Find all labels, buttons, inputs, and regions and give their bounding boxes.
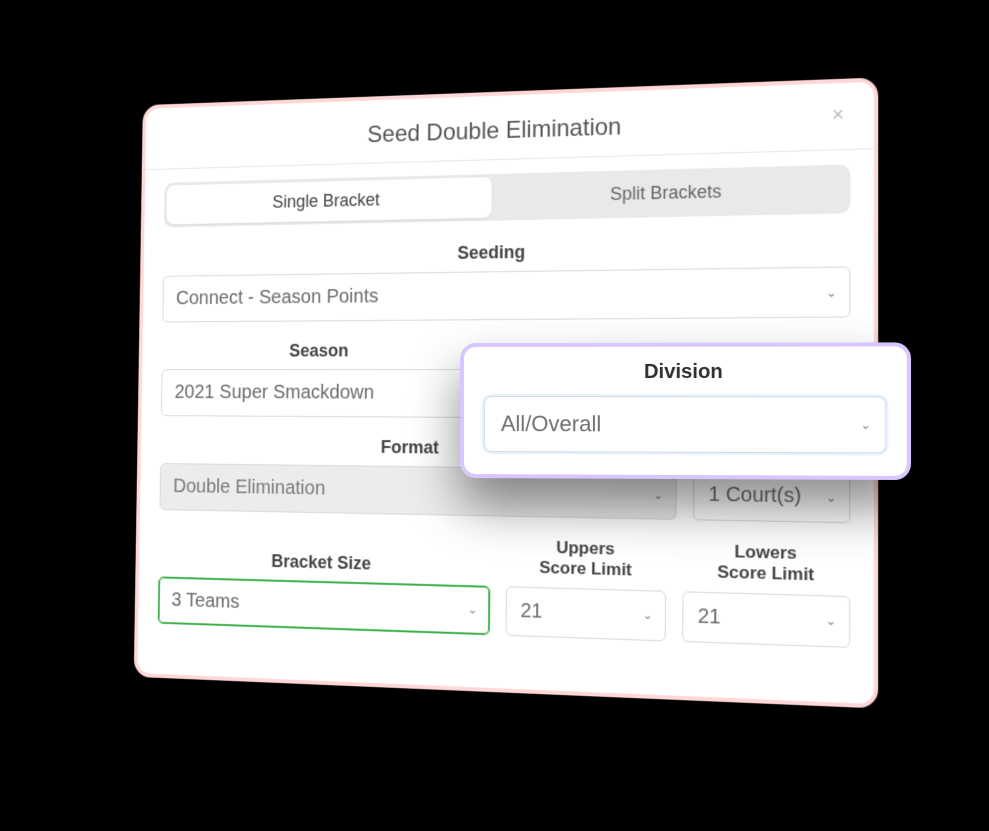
lowers-score-select[interactable]: 21 ⌄	[682, 591, 850, 648]
chevron-down-icon: ⌄	[826, 614, 837, 629]
uppers-score-label: Uppers Score Limit	[506, 537, 666, 583]
courts-value: 1 Court(s)	[708, 483, 801, 507]
uppers-score-value: 21	[520, 600, 542, 623]
modal-title: Seed Double Elimination	[165, 105, 851, 155]
chevron-down-icon: ⌄	[653, 487, 663, 502]
chevron-down-icon: ⌄	[826, 490, 837, 505]
chevron-down-icon: ⌄	[642, 608, 652, 623]
division-popout: Division All/Overall ⌄	[460, 342, 911, 480]
lowers-score-value: 21	[698, 605, 721, 629]
uppers-score-select[interactable]: 21 ⌄	[506, 586, 666, 641]
division-label: Division	[484, 361, 886, 384]
bracket-mode-segmented: Single Bracket Split Brackets	[164, 164, 851, 227]
chevron-down-icon: ⌄	[860, 418, 870, 432]
close-icon[interactable]: ×	[832, 104, 844, 128]
tab-split-brackets[interactable]: Split Brackets	[491, 168, 847, 218]
seeding-select[interactable]: Connect - Season Points ⌄	[162, 266, 850, 322]
tab-single-bracket[interactable]: Single Bracket	[167, 177, 492, 224]
bracket-size-select[interactable]: 3 Teams ⌄	[158, 576, 491, 635]
season-value: 2021 Super Smackdown	[174, 382, 374, 404]
lowers-label-line2: Score Limit	[682, 562, 850, 588]
format-value: Double Elimination	[173, 476, 325, 500]
chevron-down-icon: ⌄	[826, 285, 837, 300]
division-select[interactable]: All/Overall ⌄	[484, 396, 886, 453]
uppers-label-line2: Score Limit	[506, 557, 666, 582]
bracket-size-value: 3 Teams	[171, 589, 239, 613]
bracket-size-label: Bracket Size	[159, 548, 491, 577]
season-select[interactable]: 2021 Super Smackdown ⌄	[161, 369, 482, 418]
lowers-score-label: Lowers Score Limit	[682, 541, 850, 588]
season-label: Season	[162, 340, 483, 361]
stage: Seed Double Elimination × Single Bracket…	[0, 0, 989, 831]
seeding-label: Seeding	[163, 236, 850, 268]
chevron-down-icon: ⌄	[468, 603, 478, 617]
seeding-value: Connect - Season Points	[176, 286, 379, 309]
modal-header: Seed Double Elimination ×	[165, 101, 851, 168]
division-value: All/Overall	[501, 411, 601, 436]
